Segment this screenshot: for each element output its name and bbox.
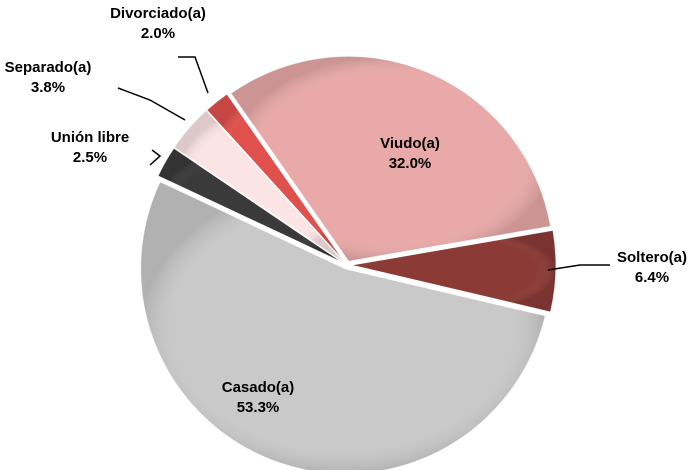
slice-label: Casado(a): [222, 379, 295, 396]
slice-value: 3.8%: [31, 79, 65, 96]
slice-label: Unión libre: [51, 129, 129, 146]
leader-line: [547, 264, 610, 271]
slice-shade: [140, 181, 546, 470]
leader-line: [149, 149, 162, 166]
slice-shade: [206, 93, 345, 262]
slice-shade: [230, 56, 551, 262]
slice-shade: [157, 148, 344, 264]
pie: [140, 55, 557, 470]
slice-label: Soltero(a): [617, 249, 687, 266]
slice-shade: [350, 230, 556, 313]
slice-value: 53.3%: [237, 399, 280, 416]
leader-line: [117, 87, 186, 121]
slice-value: 6.4%: [635, 269, 669, 286]
labels: Viudo(a) 32.0% Soltero(a) 6.4% Casado(a) 53.3…: [5, 5, 687, 416]
slice-value: 32.0%: [389, 155, 432, 172]
slice-shade: [174, 110, 344, 263]
slice-label: Viudo(a): [380, 135, 440, 152]
slice-label: Divorciado(a): [110, 5, 206, 22]
slice-value: 2.0%: [141, 25, 175, 42]
leader-line: [178, 56, 209, 94]
slice-value: 2.5%: [73, 149, 107, 166]
slice-label: Separado(a): [5, 59, 92, 76]
